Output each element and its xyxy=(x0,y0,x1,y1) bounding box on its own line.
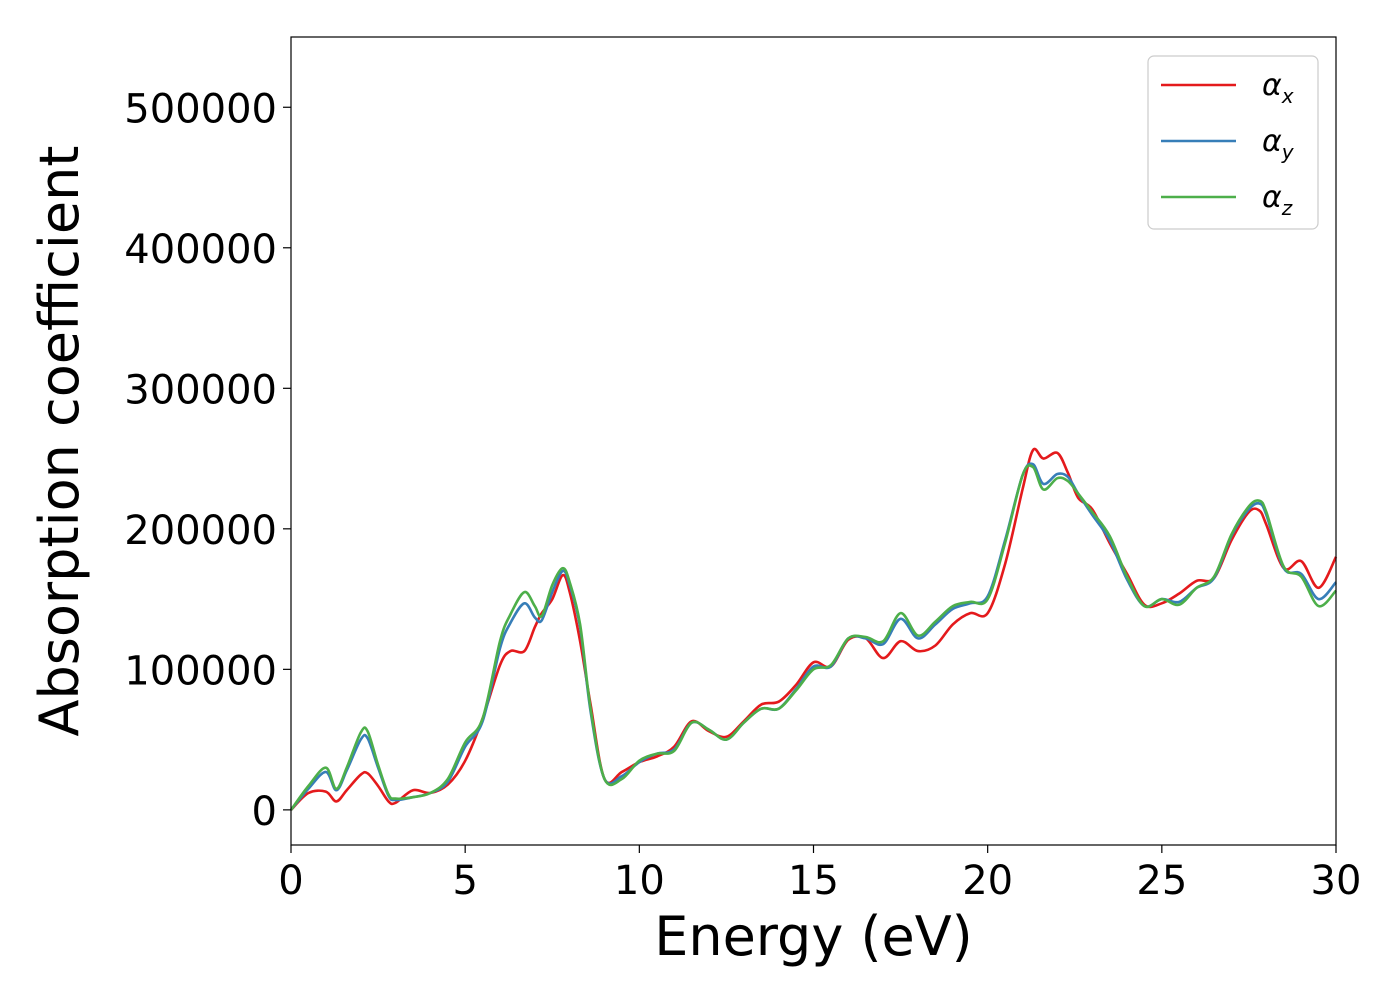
y-tick-label: 0 xyxy=(252,789,277,835)
x-tick-label: 0 xyxy=(278,858,303,904)
legend-label: αy xyxy=(1262,124,1295,164)
x-tick-label: 5 xyxy=(452,858,477,904)
y-tick-label: 200000 xyxy=(124,508,277,554)
series-line-alpha-y xyxy=(289,462,1337,811)
legend-subscript: x xyxy=(1281,84,1294,108)
legend-symbol: α xyxy=(1262,68,1282,103)
x-tick-label: 15 xyxy=(788,858,839,904)
legend-subscript: y xyxy=(1281,140,1295,164)
x-tick-label: 25 xyxy=(1136,858,1187,904)
y-tick-label: 100000 xyxy=(124,648,277,694)
series-line-alpha-z xyxy=(289,464,1337,811)
x-tick-label: 20 xyxy=(962,858,1013,904)
x-tick-label: 30 xyxy=(1311,858,1362,904)
x-axis-label: Energy (eV) xyxy=(654,905,973,968)
legend-subscript: z xyxy=(1281,196,1293,220)
legend-label: αz xyxy=(1262,180,1293,220)
legend-box xyxy=(1147,55,1319,230)
y-tick-label: 400000 xyxy=(124,227,277,273)
legend-label: αx xyxy=(1262,68,1294,108)
series-layer xyxy=(289,447,1338,811)
y-axis-ticks: 0 100000 200000 300000 400000 500000 xyxy=(124,86,291,835)
y-tick-label: 300000 xyxy=(124,367,277,413)
legend-symbol: α xyxy=(1262,124,1282,159)
y-axis-label: Absorption coefficient xyxy=(28,146,91,737)
x-axis-ticks: 0 5 10 15 20 25 30 xyxy=(278,845,1361,904)
x-tick-label: 10 xyxy=(614,858,665,904)
series-line-alpha-x xyxy=(290,447,1338,811)
plot-frame xyxy=(290,36,1337,846)
y-tick-label: 500000 xyxy=(124,86,277,132)
legend-symbol: α xyxy=(1262,180,1282,215)
